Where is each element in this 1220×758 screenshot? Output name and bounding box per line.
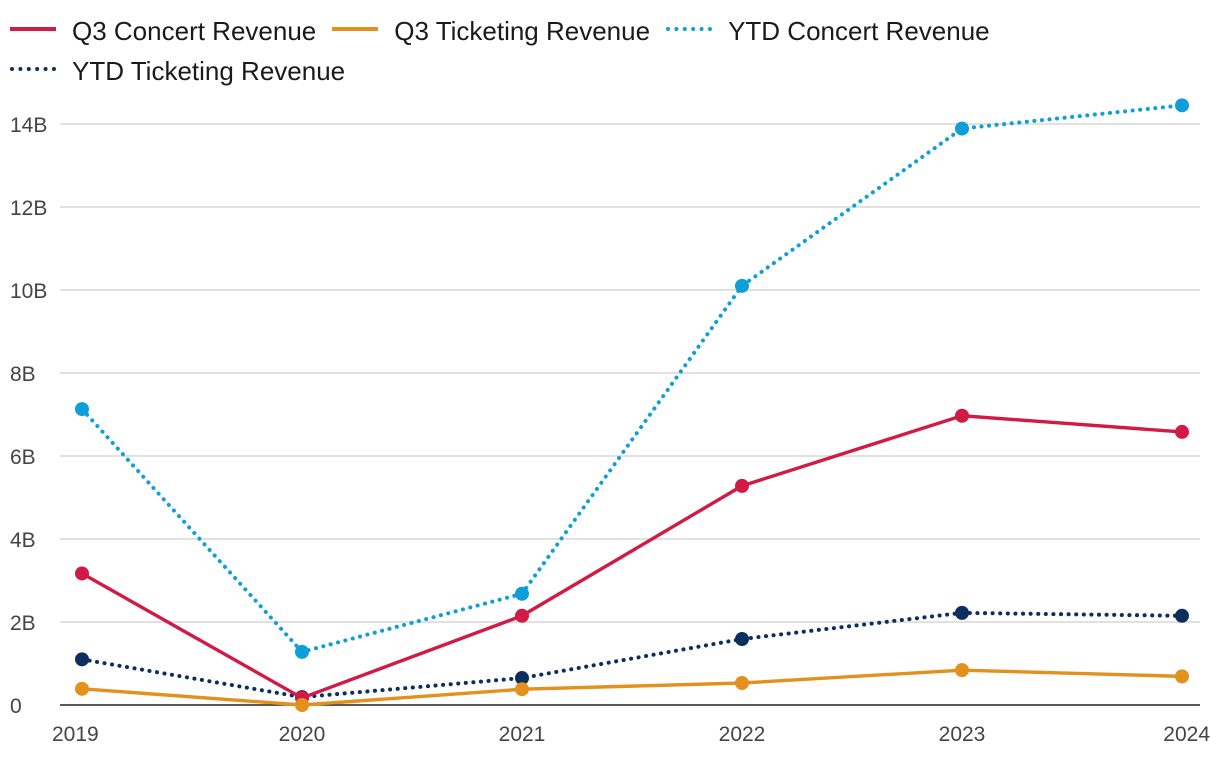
- data-point: [955, 663, 969, 678]
- series-q3-ticketing-revenue: [75, 663, 1189, 712]
- data-point: [75, 652, 89, 667]
- data-point: [735, 676, 749, 691]
- series-ytd-concert-revenue: [75, 98, 1189, 659]
- x-tick-label: 2022: [719, 723, 766, 746]
- data-point: [735, 478, 749, 493]
- grid-lines: [60, 123, 1200, 623]
- legend-label: YTD Ticketing Revenue: [72, 56, 346, 87]
- legend-item-q3-ticketing-revenue: Q3 Ticketing Revenue: [332, 14, 651, 47]
- series-line: [81, 414, 1183, 700]
- y-tick-label: 12B: [10, 197, 47, 220]
- data-point: [735, 278, 749, 293]
- legend-label: YTD Concert Revenue: [728, 16, 990, 47]
- legend-label: Q3 Concert Revenue: [72, 16, 317, 47]
- y-tick-label: 0: [10, 695, 22, 718]
- data-point: [515, 608, 529, 623]
- legend-label: Q3 Ticketing Revenue: [394, 16, 651, 47]
- data-point: [515, 586, 529, 601]
- x-tick-label: 2023: [939, 723, 986, 746]
- series-line: [81, 668, 1183, 707]
- series-lines: [75, 98, 1189, 712]
- y-tick-label: 2B: [10, 612, 36, 635]
- series-ytd-ticketing-revenue: [75, 605, 1189, 705]
- series-q3-concert-revenue: [75, 408, 1189, 705]
- data-point: [295, 644, 309, 659]
- x-tick-label: 2024: [1163, 723, 1210, 746]
- data-point: [1175, 669, 1189, 684]
- legend-swatch: [10, 67, 56, 72]
- data-point: [1175, 424, 1189, 439]
- legend-swatch: [666, 27, 713, 32]
- y-tick-label: 6B: [10, 446, 36, 469]
- data-point: [75, 566, 89, 581]
- data-point: [1175, 608, 1189, 623]
- data-point: [1175, 98, 1189, 113]
- legend-item-q3-concert-revenue: Q3 Concert Revenue: [10, 14, 317, 47]
- legend-swatch: [332, 27, 379, 32]
- x-tick-label: 2020: [279, 723, 326, 746]
- data-point: [735, 632, 749, 647]
- y-tick-label: 8B: [10, 363, 36, 386]
- data-point: [955, 121, 969, 136]
- y-tick-label: 4B: [10, 529, 36, 552]
- legend-swatch: [10, 27, 56, 32]
- data-point: [515, 671, 529, 686]
- data-point: [75, 681, 89, 696]
- data-point: [295, 698, 309, 712]
- legend-item-ytd-concert-revenue: YTD Concert Revenue: [666, 14, 990, 47]
- x-axis-ticks: 2019 2020 2021 2022 2023 2024: [52, 723, 1210, 746]
- y-tick-label: 10B: [10, 280, 47, 303]
- x-tick-label: 2021: [499, 723, 546, 746]
- data-point: [515, 682, 529, 697]
- data-point: [955, 408, 969, 423]
- y-axis-ticks: 0 2B 4B 6B 8B 10B 12B 14B: [10, 114, 47, 718]
- y-tick-label: 14B: [10, 114, 47, 137]
- legend-item-ytd-ticketing-revenue: YTD Ticketing Revenue: [10, 54, 346, 87]
- chart-legend: Q3 Concert Revenue Q3 Ticketing Revenue YT…: [10, 10, 1210, 90]
- series-line: [80, 610, 1184, 700]
- x-tick-label: 2019: [52, 723, 99, 746]
- data-point: [75, 402, 89, 417]
- series-line: [80, 103, 1184, 654]
- data-point: [955, 605, 969, 620]
